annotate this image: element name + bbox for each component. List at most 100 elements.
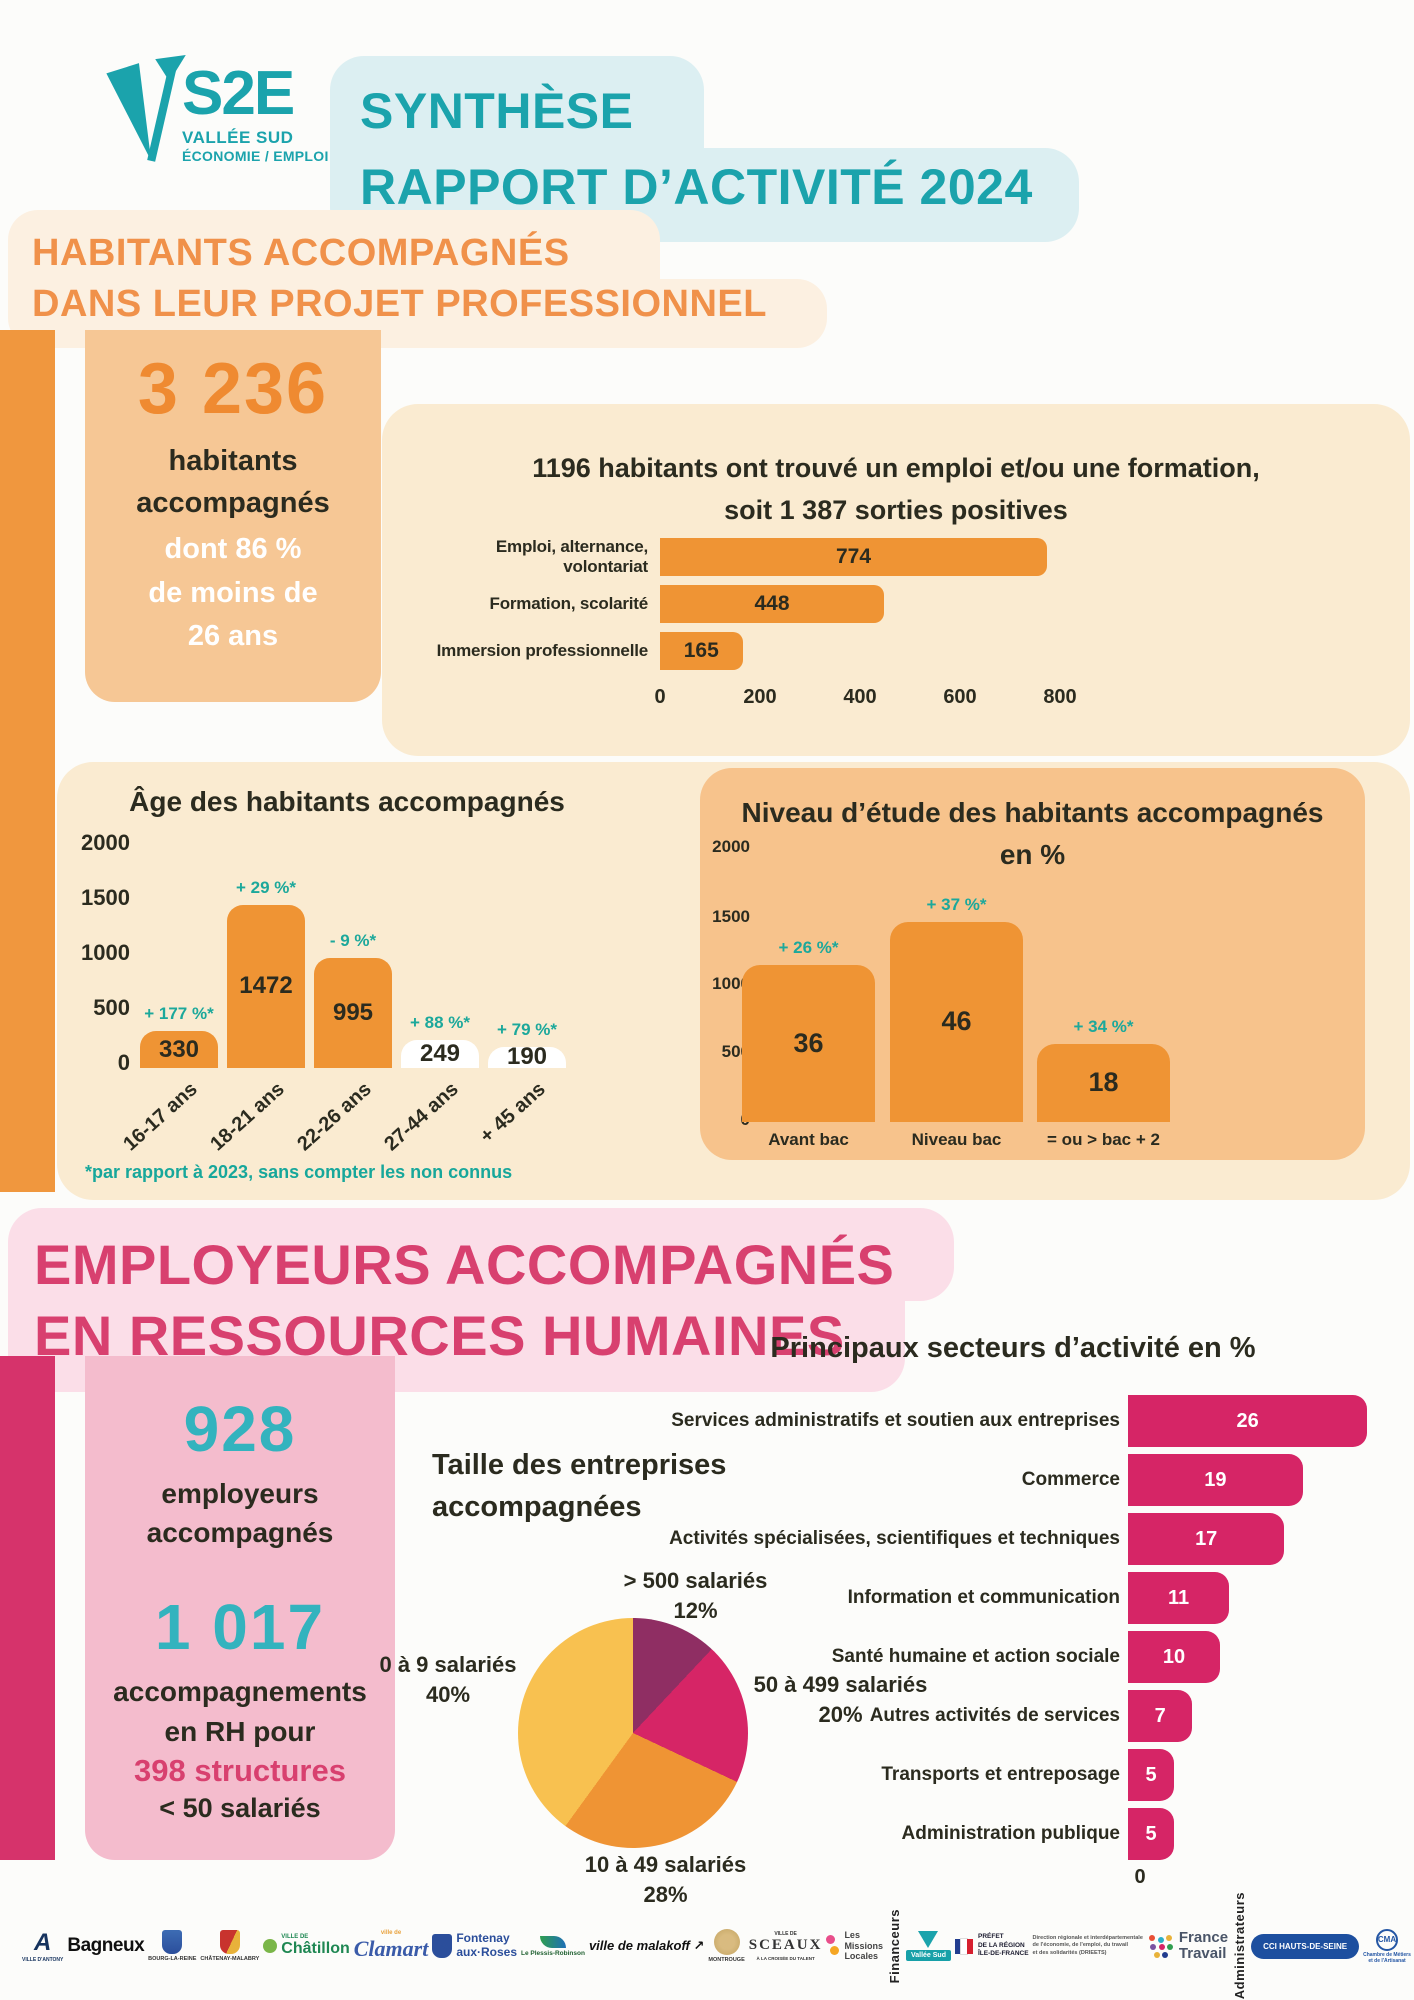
- sectors-x-zero-tick: 0: [1134, 1866, 1146, 1888]
- pie-label-50-499: 50 à 499 salariés 20%: [748, 1670, 933, 1729]
- sector-label: Activités spécialisées, scientifiques et…: [669, 1528, 1120, 1550]
- employeurs-count-label: employeurs accompagnés: [146, 1478, 334, 1549]
- plessis-swoosh-icon: [539, 1935, 566, 1948]
- accompagnements-label: accompagnements en RH pour: [113, 1676, 367, 1747]
- logo-bourg-la-reine: BOURG-LA-REINE: [148, 1930, 196, 1962]
- chatillon-wordmark: Châtillon: [281, 1940, 350, 1957]
- age-x-label: 22-26 ans: [293, 1078, 376, 1156]
- x-tick: 0: [654, 686, 666, 708]
- plessis-wordmark: Le Plessis-Robinson: [521, 1949, 585, 1957]
- sorties-row: Emploi, alternance, volontariat 774: [410, 537, 1070, 576]
- age-bar-column: + 29 %* 1472: [227, 818, 305, 1068]
- age-chart-title: Âge des habitants accompagnés: [129, 786, 565, 817]
- niveau-title-line-1: Niveau d’étude des habitants accompagnés: [741, 797, 1324, 828]
- sorties-bar: 448: [660, 585, 884, 623]
- x-tick: 200: [743, 686, 777, 708]
- y-tick: 500: [93, 995, 130, 1020]
- pie-slice-pct: 28%: [643, 1881, 688, 1907]
- logo-missions-locales: Les Missions Locales: [826, 1930, 883, 1961]
- clamart-wordmark: Clamart: [353, 1936, 429, 1961]
- y-tick: 0: [117, 1050, 130, 1075]
- x-tick: 800: [1043, 686, 1077, 708]
- sector-row: Services administratifs et soutien aux e…: [598, 1395, 1390, 1447]
- pie-slice-label: 0 à 9 salariés: [379, 1652, 517, 1677]
- sector-row: Activités spécialisées, scientifiques et…: [598, 1513, 1390, 1565]
- chatenay-malabry-caption: CHÂTENAY-MALABRY: [200, 1956, 260, 1962]
- fontenay-shield-icon: [432, 1934, 453, 1958]
- bourg-la-reine-shield-icon: [162, 1930, 183, 1954]
- age-bar: 330: [140, 1031, 218, 1068]
- bourg-la-reine-caption: BOURG-LA-REINE: [148, 1956, 197, 1962]
- sector-value: 5: [1145, 1763, 1157, 1786]
- age-bar-column: - 9 %* 995: [314, 818, 392, 1068]
- sector-row: Information et communication 11: [598, 1572, 1390, 1624]
- employeurs-count: 928: [183, 1393, 297, 1465]
- sorties-bar: 774: [660, 538, 1047, 576]
- habitants-count-label: habitants accompagnés: [136, 445, 330, 520]
- sorties-row-label: Emploi, alternance, volontariat: [495, 537, 648, 576]
- habitants-stat-box: 3 236 habitants accompagnés dont 86 % de…: [85, 330, 381, 702]
- sector-row: Autres activités de services 7: [598, 1690, 1390, 1742]
- sorties-row-label: Immersion professionnelle: [436, 641, 649, 660]
- logo-plessis-robinson: Le Plessis-Robinson: [521, 1935, 585, 1957]
- chatillon-caption: VILLE DE: [281, 1934, 309, 1940]
- employeurs-heading-line-1: EMPLOYEURS ACCOMPAGNÉS: [8, 1208, 955, 1301]
- vs2e-logo: S2E VALLÉE SUD ÉCONOMIE / EMPLOI: [96, 55, 329, 167]
- sector-value: 17: [1195, 1527, 1218, 1550]
- logo-chatenay-malabry: CHÂTENAY-MALABRY: [200, 1930, 259, 1962]
- sector-bar: 11: [1128, 1572, 1230, 1624]
- age-x-label: 16-17 ans: [119, 1078, 202, 1156]
- pie-slice-pct: 12%: [673, 1597, 718, 1623]
- malakoff-wordmark: ville de malakoff ↗: [588, 1938, 705, 1953]
- y-tick: 1000: [81, 940, 130, 965]
- vallee-sud-v-icon: [918, 1931, 939, 1948]
- y-tick: 1500: [81, 885, 130, 910]
- report-title: SYNTHÈSE RAPPORT D’ACTIVITÉ 2024: [330, 56, 1079, 242]
- antony-caption: VILLE D'ANTONY: [22, 1957, 64, 1963]
- clamart-caption: ville de: [380, 1930, 402, 1936]
- employeurs-section-heading: EMPLOYEURS ACCOMPAGNÉS EN RESSOURCES HUM…: [8, 1208, 955, 1392]
- logo-fontenay-aux-roses: Fontenay aux·Roses: [432, 1931, 517, 1960]
- logo-malakoff: ville de malakoff ↗: [589, 1938, 704, 1954]
- sector-bar: 26: [1128, 1395, 1368, 1447]
- cma-roundel-icon: CMA: [1376, 1928, 1398, 1951]
- sorties-bar-value: 448: [754, 592, 790, 615]
- sorties-chart-rows: Emploi, alternance, volontariat 774 Form…: [410, 537, 1070, 679]
- niveau-bar: 46: [890, 921, 1023, 1122]
- logo-sceaux: VILLE DE SCEAUX À LA CROISÉE DU TALENT: [749, 1931, 823, 1961]
- age-delta: + 79 %*: [496, 1019, 557, 1039]
- pie-slice-pct: 40%: [425, 1681, 471, 1707]
- sceaux-caption-top: VILLE DE: [774, 1931, 797, 1937]
- montrouge-sun-icon: [713, 1929, 740, 1955]
- sorties-bar-track: 448: [660, 585, 1070, 623]
- niveau-delta: + 37 %*: [926, 894, 987, 914]
- age-delta: + 177 %*: [144, 1004, 214, 1024]
- drieets-text: Direction régionale et interdépartementa…: [1032, 1934, 1143, 1956]
- sorties-bar-value: 165: [683, 639, 719, 662]
- age-bar: 995: [314, 957, 392, 1068]
- sector-label: Administration publique: [901, 1823, 1121, 1845]
- x-tick: 600: [943, 686, 977, 708]
- french-flag-icon: [954, 1937, 973, 1955]
- cci-wordmark: CCI HAUTS-DE-SEINE: [1263, 1941, 1348, 1951]
- financeurs-label: Financeurs: [886, 1908, 902, 1984]
- company-size-pie-chart: [518, 1618, 748, 1848]
- sector-label: Information et communication: [847, 1587, 1120, 1609]
- age-chart-footnote: *par rapport à 2023, sans compter les no…: [85, 1162, 513, 1182]
- habitants-under26-note: dont 86 % de moins de 26 ans: [148, 533, 318, 653]
- partners-footer: A VILLE D'ANTONY Bagneux BOURG-LA-REINE …: [22, 1892, 1411, 1999]
- age-bar-column: + 177 %* 330: [140, 818, 218, 1068]
- sector-row: Commerce 19: [598, 1454, 1390, 1506]
- x-tick: 400: [843, 686, 877, 708]
- sector-row: Transports et entreposage 5: [598, 1749, 1390, 1801]
- niveau-value: 36: [793, 1028, 824, 1059]
- age-delta: + 29 %*: [235, 877, 296, 897]
- y-tick: 2000: [712, 837, 750, 856]
- pie-label-10-49: 10 à 49 salariés 28%: [568, 1850, 763, 1909]
- age-value: 190: [506, 1043, 548, 1071]
- vs2e-logo-mark-icon: [106, 55, 186, 162]
- accompagnements-count: 1 017: [154, 1591, 326, 1664]
- logo-clamart: ville de Clamart: [354, 1930, 429, 1962]
- age-value: 249: [419, 1040, 461, 1068]
